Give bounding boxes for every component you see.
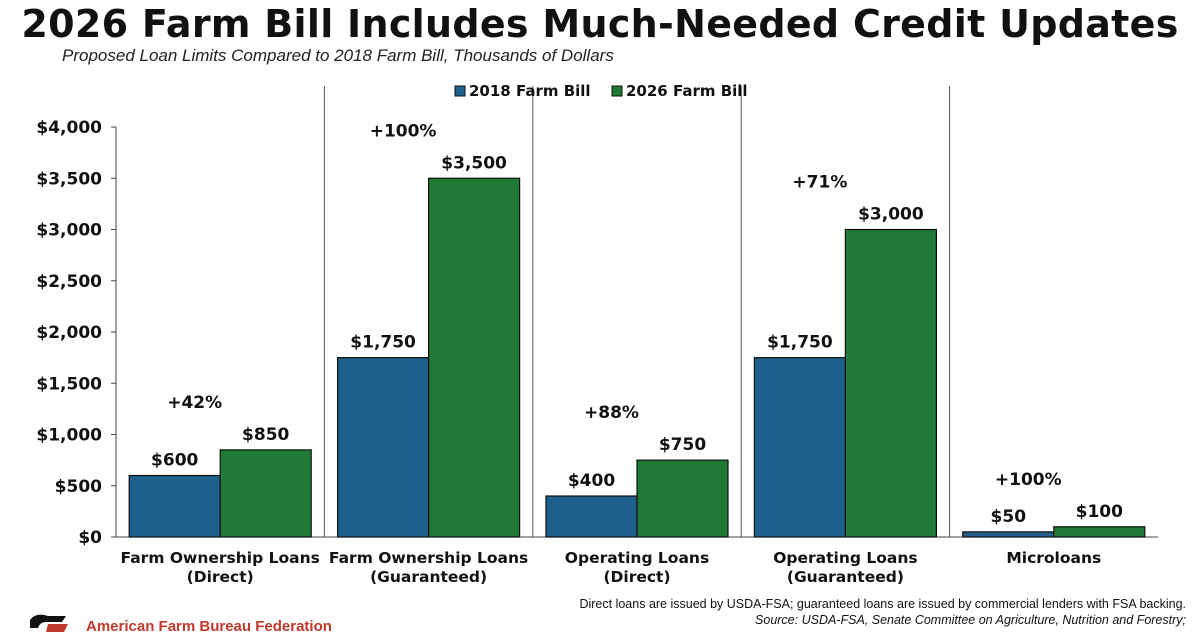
footnote-text: Direct loans are issued by USDA-FSA; gua…: [579, 597, 1186, 611]
bar-2026: [219, 449, 312, 538]
x-category-label: Operating Loans: [773, 549, 917, 567]
x-category-label: (Direct): [187, 568, 254, 586]
bar-value-label: $1,750: [767, 333, 833, 353]
bar-value-label: $100: [1076, 502, 1123, 522]
y-tick-label: $500: [55, 477, 102, 497]
pct-change-label: +88%: [584, 403, 639, 423]
bar-2018: [962, 531, 1055, 538]
y-tick-label: $3,500: [36, 169, 102, 189]
chart-title: 2026 Farm Bill Includes Much-Needed Cred…: [21, 2, 1179, 46]
y-tick-label: $2,500: [36, 272, 102, 292]
bar-2018: [753, 357, 847, 538]
bar-2018: [545, 495, 638, 538]
x-category-label: Operating Loans: [565, 549, 709, 567]
afbf-logo-icon: [26, 612, 70, 632]
y-tick-label: $3,000: [36, 221, 102, 241]
bar-2026: [1053, 526, 1146, 538]
legend-label: 2018 Farm Bill: [469, 82, 591, 100]
bar-2026: [636, 459, 729, 538]
chart-subtitle: Proposed Loan Limits Compared to 2018 Fa…: [62, 46, 614, 65]
x-category-label: (Guaranteed): [787, 568, 904, 586]
x-category-label: Farm Ownership Loans: [329, 549, 528, 567]
legend-swatch: [454, 85, 466, 97]
organization-name: American Farm Bureau Federation: [86, 618, 332, 635]
bar-value-label: $3,000: [858, 205, 924, 225]
bar-value-label: $750: [659, 435, 706, 455]
legend-swatch: [611, 85, 623, 97]
bar-value-label: $50: [991, 507, 1027, 527]
y-tick-label: $1,500: [36, 374, 102, 394]
x-category-label: (Direct): [603, 568, 670, 586]
pct-change-label: +71%: [792, 173, 847, 193]
y-tick-label: $0: [78, 528, 102, 548]
y-tick-label: $4,000: [36, 118, 102, 138]
bar-2018: [128, 474, 221, 538]
legend-label: 2026 Farm Bill: [626, 82, 748, 100]
pct-change-label: +42%: [167, 393, 222, 413]
bar-2018: [337, 357, 430, 538]
x-category-label: (Guaranteed): [370, 568, 487, 586]
source-text: Source: USDA-FSA, Senate Committee on Ag…: [755, 613, 1186, 627]
footnotes: Direct loans are issued by USDA-FSA; gua…: [579, 596, 1186, 628]
bar-value-label: $600: [151, 451, 198, 471]
bar-value-label: $850: [242, 425, 289, 445]
pct-change-label: +100%: [370, 121, 437, 141]
pct-change-label: +100%: [995, 470, 1062, 490]
bar-2026: [844, 228, 938, 538]
x-category-label: Farm Ownership Loans: [121, 549, 320, 567]
bar-2026: [428, 177, 521, 538]
bar-value-label: $3,500: [441, 153, 507, 173]
bar-value-label: $400: [568, 471, 615, 491]
bar-value-label: $1,750: [350, 333, 416, 353]
x-category-label: Microloans: [1006, 549, 1101, 567]
y-tick-label: $2,000: [36, 323, 102, 343]
y-tick-label: $1,000: [36, 426, 102, 446]
